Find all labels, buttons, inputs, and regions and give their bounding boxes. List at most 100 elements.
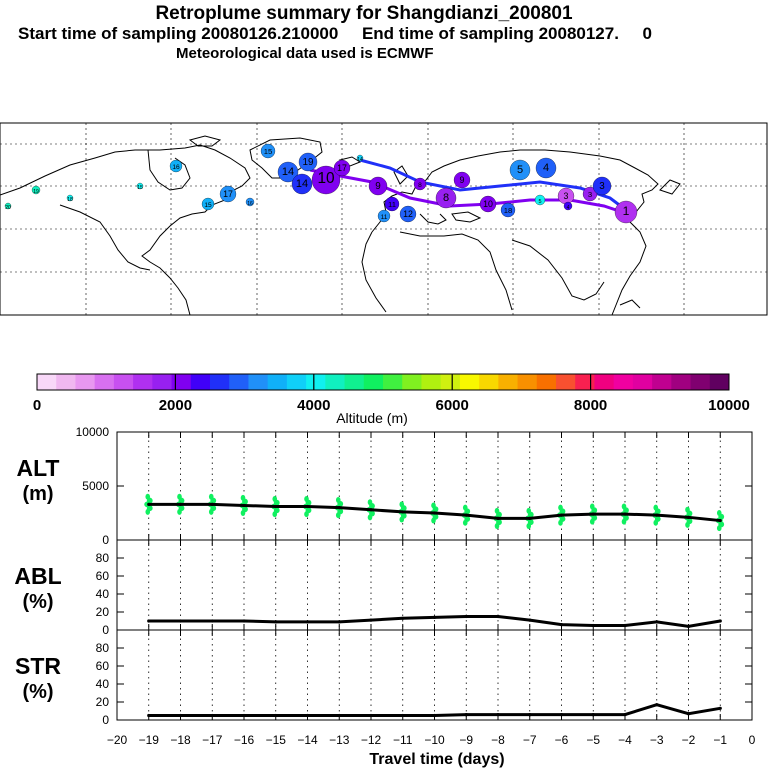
altitude-point xyxy=(367,499,373,506)
trajectory-marker-label: 1 xyxy=(623,204,630,218)
x-tick-label: −1 xyxy=(713,733,727,747)
series-point xyxy=(528,618,532,622)
series-point xyxy=(718,518,722,523)
series-point xyxy=(369,713,373,718)
trajectory-marker-label: 16 xyxy=(172,164,180,171)
y-tick-label: 60 xyxy=(96,569,110,583)
series-point xyxy=(369,508,373,512)
altitude-point xyxy=(494,507,500,514)
colorbar-swatch xyxy=(171,374,192,390)
altitude-point xyxy=(621,503,627,510)
series-point xyxy=(655,703,659,707)
colorbar-swatch xyxy=(459,374,480,390)
panel-ylabel-unit: (%) xyxy=(22,591,53,613)
trajectory-marker xyxy=(333,159,351,177)
trajectory-marker xyxy=(435,187,457,209)
trajectory-marker xyxy=(582,186,598,202)
series-point xyxy=(242,619,246,623)
series-point xyxy=(623,623,627,628)
trajectory-marker xyxy=(534,194,546,206)
series-point xyxy=(655,513,659,517)
x-tick-label: −6 xyxy=(555,733,569,747)
time-series-panels: 0500010000ALT(m)020406080ABL(%)020406080… xyxy=(14,425,755,768)
colorbar-swatch xyxy=(690,374,711,390)
trajectory-marker-label: 11 xyxy=(388,200,396,209)
trajectory-marker-label: 3 xyxy=(599,181,605,192)
colorbar-swatch xyxy=(56,374,76,390)
trajectory-marker-label: 9 xyxy=(460,175,465,185)
trajectory-marker-label: 20 xyxy=(5,205,11,211)
trajectory-marker-label: 19 xyxy=(33,189,39,195)
trajectory-marker xyxy=(260,143,276,159)
series-point xyxy=(559,713,564,717)
series-point xyxy=(305,713,310,718)
panel-ylabel: STR xyxy=(15,653,61,679)
altitude-point xyxy=(431,502,436,509)
series-point xyxy=(496,713,500,717)
trajectory-marker-label: 9 xyxy=(375,181,381,192)
trajectory-marker-label: 11 xyxy=(381,214,388,221)
altitude-point xyxy=(558,504,563,511)
trajectory-marker-label: 8 xyxy=(443,192,449,204)
colorbar-swatch xyxy=(556,374,576,390)
x-tick-label: −19 xyxy=(139,733,160,747)
x-tick-label: −13 xyxy=(329,733,350,747)
trajectory-marker-label: 15 xyxy=(137,185,143,191)
colorbar-swatch xyxy=(113,374,134,390)
y-tick-label: 5000 xyxy=(82,479,109,493)
altitude-point xyxy=(177,493,182,500)
series-point xyxy=(591,713,595,717)
trajectory-marker-label: 10 xyxy=(483,199,493,209)
altitude-point xyxy=(685,506,690,513)
y-tick-label: 40 xyxy=(96,587,110,601)
x-tick-label: −8 xyxy=(491,733,505,747)
trajectory-marker xyxy=(31,185,41,195)
series-point xyxy=(528,516,532,521)
series-point xyxy=(147,713,151,718)
trajectory-marker xyxy=(500,202,516,218)
series-point xyxy=(559,623,564,627)
series-point xyxy=(623,512,627,516)
panel-ylabel-unit: (m) xyxy=(22,483,53,505)
series-point xyxy=(337,620,341,624)
series-point xyxy=(305,504,310,509)
panel-ylabel-unit: (%) xyxy=(22,681,53,703)
trajectory-marker xyxy=(453,171,471,189)
trajectory-marker xyxy=(169,159,183,173)
x-tick-label: −4 xyxy=(618,733,632,747)
colorbar-swatch xyxy=(267,374,288,390)
series-point xyxy=(591,512,595,516)
trajectory-marker xyxy=(384,196,400,212)
trajectory-marker-label: 3 xyxy=(588,190,592,199)
series-point xyxy=(178,619,183,623)
colorbar-swatch xyxy=(402,374,422,390)
series-point xyxy=(686,624,691,629)
colorbar-swatch xyxy=(286,374,307,390)
altitude-point xyxy=(240,494,246,501)
met-data-line: Meteorological data used is ECMWF xyxy=(176,45,434,62)
panel-frame xyxy=(116,629,753,721)
panel-abl: 0 20 40 60 80 ABL(%) xyxy=(14,539,753,637)
y-tick-label: 80 xyxy=(96,641,110,655)
series-point xyxy=(210,502,214,506)
colorbar-swatch xyxy=(440,374,461,390)
series-point xyxy=(464,713,468,717)
trajectory-marker-label: 17 xyxy=(337,163,347,173)
x-tick-label: −20 xyxy=(107,733,128,747)
trajectory-marker xyxy=(66,194,74,202)
trajectory-marker-label: 12 xyxy=(403,209,413,219)
x-tick-label: −5 xyxy=(586,733,600,747)
colorbar-tick-label: 2000 xyxy=(159,397,192,414)
series-point xyxy=(147,619,151,623)
series-point xyxy=(591,623,595,628)
y-tick-label: 10000 xyxy=(76,425,110,439)
x-axis-label: Travel time (days) xyxy=(369,751,504,768)
series-point xyxy=(496,614,500,619)
trajectory-marker xyxy=(413,177,427,191)
series-point xyxy=(274,620,278,624)
trajectory-marker xyxy=(277,161,299,183)
chart-title: Retroplume summary for Shangdianzi_20080… xyxy=(155,3,573,24)
trajectory-marker-label: 18 xyxy=(67,197,73,203)
